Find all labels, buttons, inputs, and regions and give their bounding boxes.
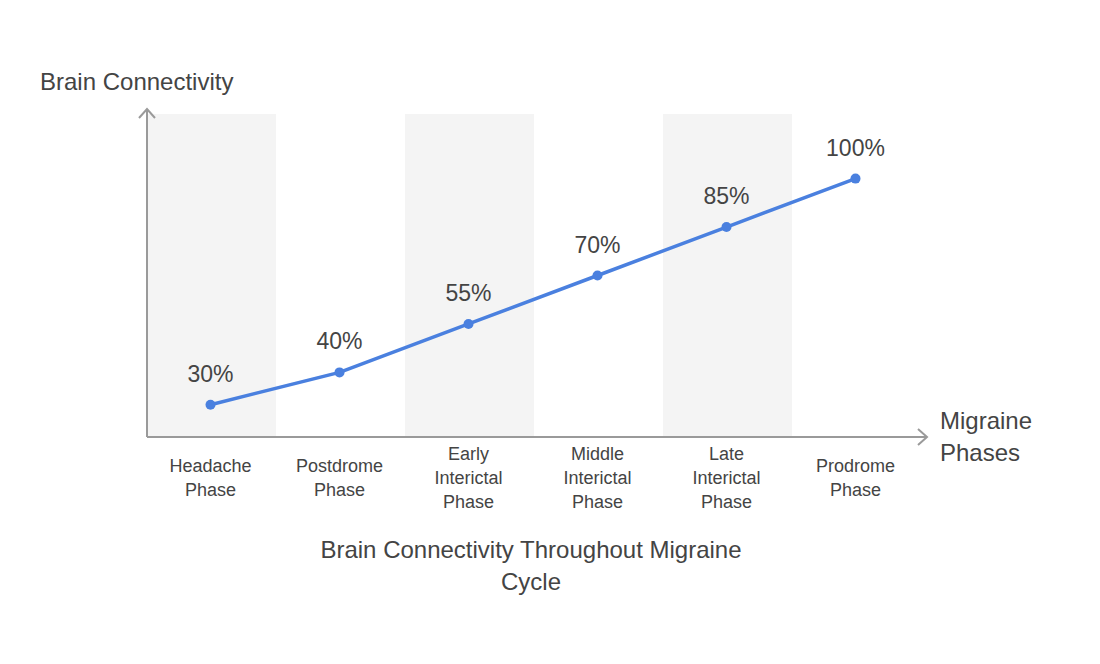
- category-band: [663, 114, 792, 437]
- x-tick-label-line: Interictal: [434, 468, 502, 488]
- chart: Headache Phase Postdrome Phase Early Interict…: [0, 0, 1100, 664]
- point: [851, 174, 861, 184]
- x-axis-title-line: Migraine: [940, 407, 1032, 434]
- y-axis-arrow: [139, 109, 155, 118]
- x-axis: [147, 436, 926, 438]
- x-tick-label-line: Late: [709, 444, 744, 464]
- x-axis-arrow: [918, 429, 927, 445]
- x-tick-label-line: Prodrome: [816, 456, 895, 476]
- x-tick-label-line: Middle: [571, 444, 624, 464]
- y-axis-title: Brain Connectivity: [40, 68, 233, 95]
- x-tick-label-line: Postdrome: [296, 456, 383, 476]
- x-axis-title-line: Phases: [940, 439, 1020, 466]
- x-tick-label: Prodrome Phase: [816, 456, 895, 500]
- x-axis-title: Migraine Phases: [940, 407, 1032, 466]
- x-tick-label: Early Interictal Phase: [434, 444, 502, 512]
- data-label: 100%: [826, 135, 885, 161]
- x-tick-label-line: Early: [448, 444, 489, 464]
- point: [335, 367, 345, 377]
- data-label: 40%: [316, 328, 362, 354]
- x-tick-label-line: Phase: [185, 480, 236, 500]
- chart-title-line: Brain Connectivity Throughout Migraine: [320, 536, 741, 563]
- x-tick-label: Late Interictal Phase: [692, 444, 760, 512]
- x-tick-label-line: Phase: [314, 480, 365, 500]
- data-label: 85%: [703, 183, 749, 209]
- point: [206, 400, 216, 410]
- x-tick-label-line: Phase: [830, 480, 881, 500]
- chart-title-line: Cycle: [501, 568, 561, 595]
- x-tick-label: Middle Interictal Phase: [563, 444, 631, 512]
- data-label: 55%: [445, 280, 491, 306]
- point: [464, 319, 474, 329]
- x-tick-label-line: Phase: [701, 492, 752, 512]
- x-tick-label-line: Interictal: [692, 468, 760, 488]
- series: [206, 174, 861, 410]
- point: [722, 222, 732, 232]
- line: [211, 179, 856, 405]
- background: [0, 0, 1100, 664]
- x-tick-label: Postdrome Phase: [296, 456, 383, 500]
- x-tick-label: Headache Phase: [169, 456, 251, 500]
- y-axis: [146, 110, 148, 437]
- data-label: 70%: [574, 232, 620, 258]
- chart-title: Brain Connectivity Throughout Migraine Cy…: [320, 536, 741, 595]
- data-label: 30%: [187, 361, 233, 387]
- x-tick-label-line: Phase: [443, 492, 494, 512]
- x-tick-label-line: Headache: [169, 456, 251, 476]
- x-tick-label-line: Interictal: [563, 468, 631, 488]
- category-band: [405, 114, 534, 437]
- x-tick-label-line: Phase: [572, 492, 623, 512]
- point: [593, 271, 603, 281]
- category-band: [147, 114, 276, 437]
